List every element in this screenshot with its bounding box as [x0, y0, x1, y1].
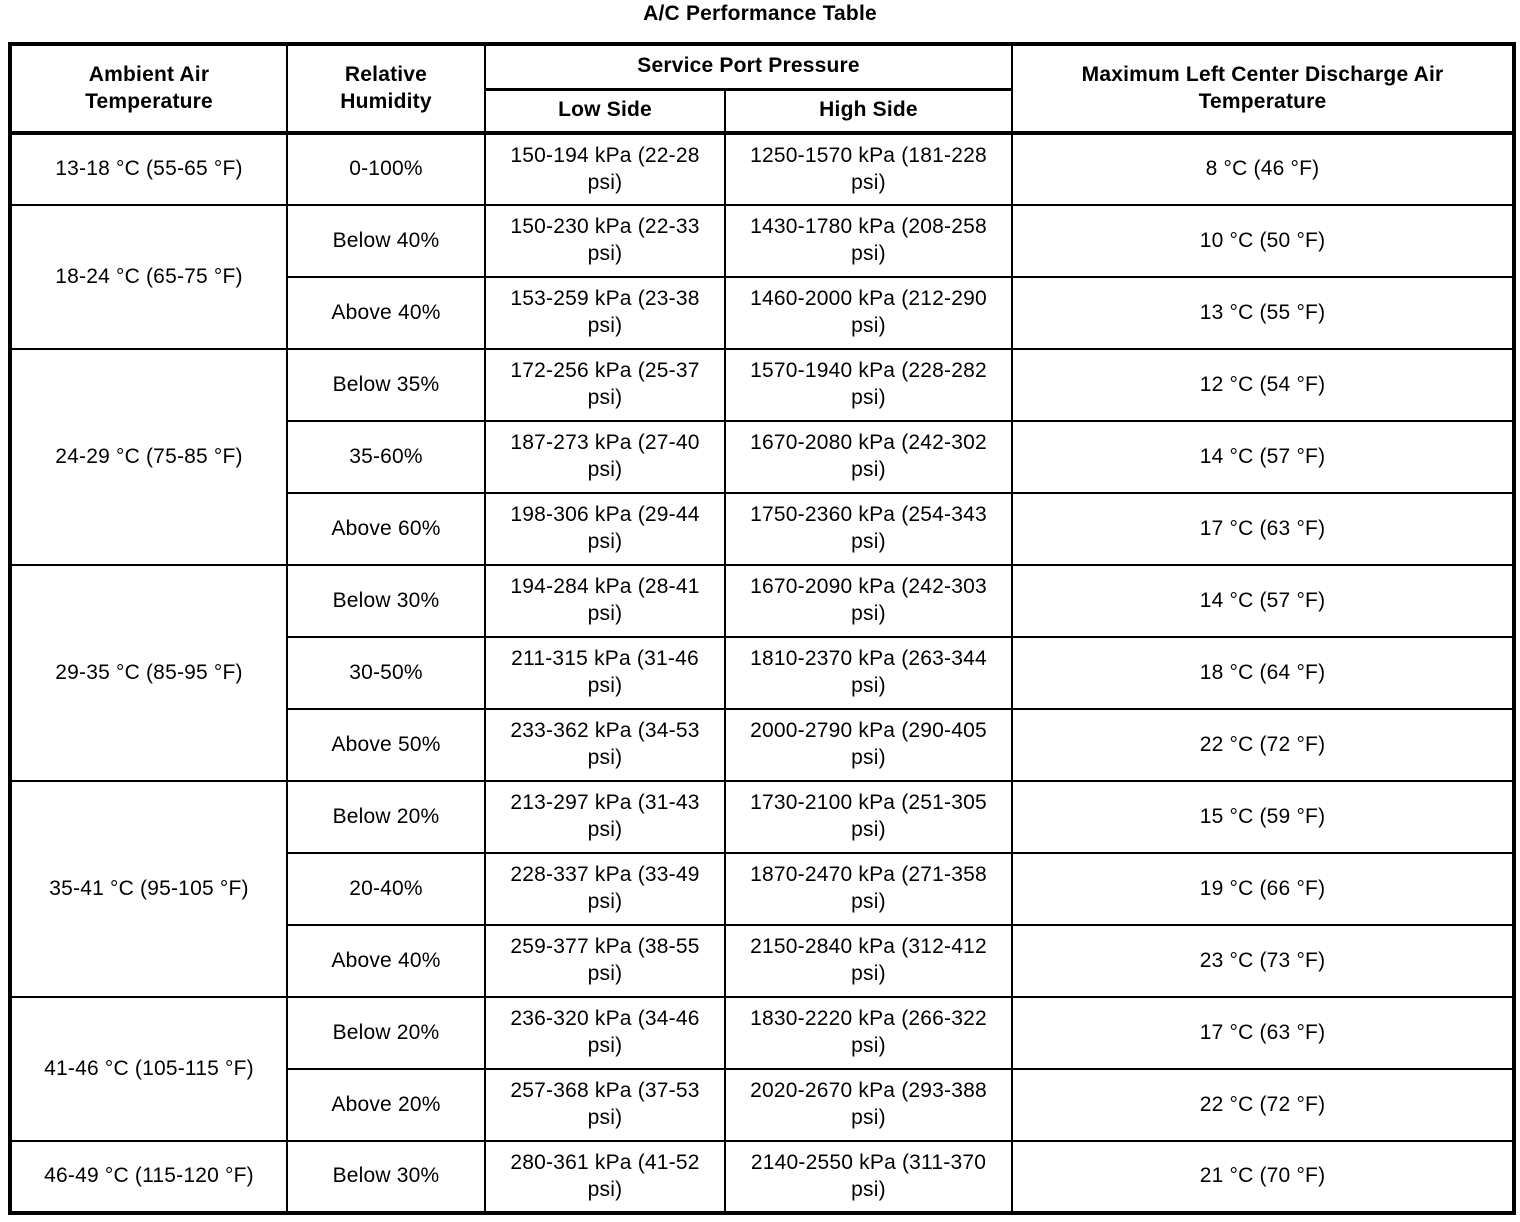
high-side-cell: 1750-2360 kPa (254-343 psi) — [724, 492, 1013, 566]
ac-performance-table: Ambient Air Temperature Relative Humidit… — [8, 42, 1516, 1215]
table-row: Above 50% 233-362 kPa (34-53 psi) 2000-2… — [10, 708, 1515, 782]
humidity-cell: Below 20% — [286, 996, 486, 1070]
humidity-cell: 35-60% — [286, 420, 486, 494]
table-row: 46-49 °C (115-120 °F) Below 30% 280-361 … — [9, 1140, 1515, 1214]
low-side-cell: 236-320 kPa (34-46 psi) — [484, 996, 726, 1070]
ambient-temp-cell: 35-41 °C (95-105 °F) — [9, 780, 288, 998]
high-side-cell: 2150-2840 kPa (312-412 psi) — [724, 924, 1013, 998]
high-side-cell: 1870-2470 kPa (271-358 psi) — [724, 852, 1013, 926]
table-row: 24-29 °C (75-85 °F) Below 35% 172-256 kP… — [9, 348, 1515, 566]
low-side-cell: 153-259 kPa (23-38 psi) — [484, 276, 726, 350]
header-max-discharge-air-temperature: Maximum Left Center Discharge Air Temper… — [1011, 43, 1515, 135]
table-row: Above 60% 198-306 kPa (29-44 psi) 1750-2… — [10, 492, 1515, 566]
humidity-cell: Below 20% — [286, 780, 486, 854]
high-side-cell: 1250-1570 kPa (181-228 psi) — [724, 132, 1013, 206]
low-side-cell: 172-256 kPa (25-37 psi) — [484, 348, 726, 422]
low-side-cell: 228-337 kPa (33-49 psi) — [484, 852, 726, 926]
header-service-port-pressure: Service Port Pressure — [484, 43, 1013, 91]
humidity-cell: 30-50% — [286, 636, 486, 710]
high-side-cell: 2000-2790 kPa (290-405 psi) — [724, 708, 1013, 782]
table-row: Above 40% 153-259 kPa (23-38 psi) 1460-2… — [10, 276, 1515, 350]
table-row: 20-40% 228-337 kPa (33-49 psi) 1870-2470… — [10, 852, 1515, 926]
ambient-temp-cell: 46-49 °C (115-120 °F) — [9, 1140, 288, 1214]
discharge-temp-cell: 17 °C (63 °F) — [1011, 996, 1515, 1070]
humidity-cell: Below 40% — [286, 204, 486, 278]
table-row: 18-24 °C (65-75 °F) Below 40% 150-230 kP… — [9, 204, 1515, 350]
discharge-temp-cell: 23 °C (73 °F) — [1011, 924, 1515, 998]
discharge-temp-cell: 19 °C (66 °F) — [1011, 852, 1515, 926]
humidity-cell: Below 30% — [286, 1140, 486, 1214]
ambient-temp-cell: 24-29 °C (75-85 °F) — [9, 348, 288, 566]
table-row: 35-60% 187-273 kPa (27-40 psi) 1670-2080… — [10, 420, 1515, 494]
ambient-temp-cell: 29-35 °C (85-95 °F) — [9, 564, 288, 782]
table-row: 30-50% 211-315 kPa (31-46 psi) 1810-2370… — [10, 636, 1515, 710]
high-side-cell: 1810-2370 kPa (263-344 psi) — [724, 636, 1013, 710]
humidity-cell: Below 30% — [286, 564, 486, 638]
high-side-cell: 1670-2080 kPa (242-302 psi) — [724, 420, 1013, 494]
high-side-cell: 1830-2220 kPa (266-322 psi) — [724, 996, 1013, 1070]
discharge-temp-cell: 14 °C (57 °F) — [1011, 420, 1515, 494]
header-high-side: High Side — [724, 88, 1013, 135]
page-title: A/C Performance Table — [643, 2, 877, 25]
high-side-cell: 2020-2670 kPa (293-388 psi) — [724, 1068, 1013, 1142]
ambient-temp-cell: 13-18 °C (55-65 °F) — [9, 132, 288, 206]
ambient-temp-cell: 18-24 °C (65-75 °F) — [9, 204, 288, 350]
humidity-cell: Above 20% — [286, 1068, 486, 1142]
discharge-temp-cell: 22 °C (72 °F) — [1011, 708, 1515, 782]
discharge-temp-cell: 14 °C (57 °F) — [1011, 564, 1515, 638]
low-side-cell: 233-362 kPa (34-53 psi) — [484, 708, 726, 782]
discharge-temp-cell: 22 °C (72 °F) — [1011, 1068, 1515, 1142]
table-row: 41-46 °C (105-115 °F) Below 20% 236-320 … — [9, 996, 1515, 1142]
table-row: 13-18 °C (55-65 °F) 0-100% 150-194 kPa (… — [9, 132, 1515, 206]
discharge-temp-cell: 10 °C (50 °F) — [1011, 204, 1515, 278]
low-side-cell: 187-273 kPa (27-40 psi) — [484, 420, 726, 494]
low-side-cell: 280-361 kPa (41-52 psi) — [484, 1140, 726, 1214]
header-low-side: Low Side — [484, 88, 726, 135]
table-header: Ambient Air Temperature Relative Humidit… — [9, 43, 1515, 135]
low-side-cell: 213-297 kPa (31-43 psi) — [484, 780, 726, 854]
humidity-cell: Above 50% — [286, 708, 486, 782]
high-side-cell: 2140-2550 kPa (311-370 psi) — [724, 1140, 1013, 1214]
high-side-cell: 1430-1780 kPa (208-258 psi) — [724, 204, 1013, 278]
header-relative-humidity: Relative Humidity — [286, 43, 486, 135]
humidity-cell: 0-100% — [286, 132, 486, 206]
discharge-temp-cell: 21 °C (70 °F) — [1011, 1140, 1515, 1214]
low-side-cell: 198-306 kPa (29-44 psi) — [484, 492, 726, 566]
discharge-temp-cell: 17 °C (63 °F) — [1011, 492, 1515, 566]
table-row: Above 40% 259-377 kPa (38-55 psi) 2150-2… — [10, 924, 1515, 998]
header-ambient-air-temperature: Ambient Air Temperature — [9, 43, 288, 135]
high-side-cell: 1570-1940 kPa (228-282 psi) — [724, 348, 1013, 422]
humidity-cell: Above 40% — [286, 276, 486, 350]
low-side-cell: 194-284 kPa (28-41 psi) — [484, 564, 726, 638]
high-side-cell: 1670-2090 kPa (242-303 psi) — [724, 564, 1013, 638]
table-row: 35-41 °C (95-105 °F) Below 20% 213-297 k… — [9, 780, 1515, 998]
low-side-cell: 150-194 kPa (22-28 psi) — [484, 132, 726, 206]
discharge-temp-cell: 8 °C (46 °F) — [1011, 132, 1515, 206]
humidity-cell: Above 40% — [286, 924, 486, 998]
humidity-cell: Below 35% — [286, 348, 486, 422]
table-row: 29-35 °C (85-95 °F) Below 30% 194-284 kP… — [9, 564, 1515, 782]
low-side-cell: 257-368 kPa (37-53 psi) — [484, 1068, 726, 1142]
low-side-cell: 259-377 kPa (38-55 psi) — [484, 924, 726, 998]
high-side-cell: 1730-2100 kPa (251-305 psi) — [724, 780, 1013, 854]
discharge-temp-cell: 12 °C (54 °F) — [1011, 348, 1515, 422]
high-side-cell: 1460-2000 kPa (212-290 psi) — [724, 276, 1013, 350]
discharge-temp-cell: 15 °C (59 °F) — [1011, 780, 1515, 854]
discharge-temp-cell: 18 °C (64 °F) — [1011, 636, 1515, 710]
low-side-cell: 211-315 kPa (31-46 psi) — [484, 636, 726, 710]
ambient-temp-cell: 41-46 °C (105-115 °F) — [9, 996, 288, 1142]
humidity-cell: Above 60% — [286, 492, 486, 566]
discharge-temp-cell: 13 °C (55 °F) — [1011, 276, 1515, 350]
humidity-cell: 20-40% — [286, 852, 486, 926]
table-row: Above 20% 257-368 kPa (37-53 psi) 2020-2… — [10, 1068, 1515, 1142]
low-side-cell: 150-230 kPa (22-33 psi) — [484, 204, 726, 278]
